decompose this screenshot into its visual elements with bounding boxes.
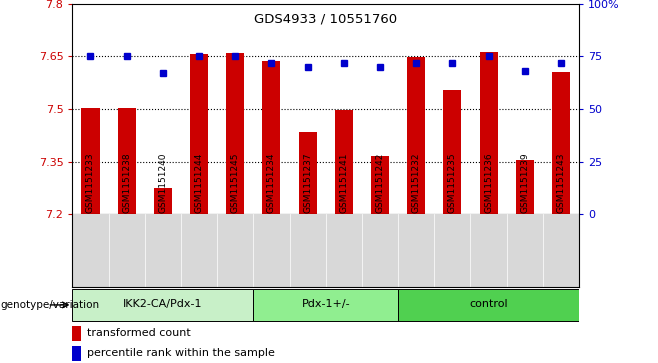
Bar [253,289,398,321]
Text: control: control [469,299,508,309]
Bar [407,57,425,214]
Bar [398,289,579,321]
Bar [552,72,570,214]
Bar [72,289,253,321]
Bar [371,156,389,214]
Bar [263,61,280,214]
Bar [118,108,136,214]
Bar [516,160,534,214]
Bar [480,52,497,214]
Bar [190,54,208,214]
Bar [72,346,82,361]
Bar [82,108,99,214]
Text: Pdx-1+/-: Pdx-1+/- [301,299,350,309]
Bar [443,90,461,214]
Text: genotype/variation: genotype/variation [1,300,100,310]
Bar [299,132,316,214]
Text: GDS4933 / 10551760: GDS4933 / 10551760 [254,12,397,25]
Text: IKK2-CA/Pdx-1: IKK2-CA/Pdx-1 [123,299,203,309]
Bar [335,110,353,214]
Bar [226,53,244,214]
Text: transformed count: transformed count [87,329,190,338]
Bar [72,326,82,341]
Text: percentile rank within the sample: percentile rank within the sample [87,348,274,358]
Bar [154,188,172,214]
